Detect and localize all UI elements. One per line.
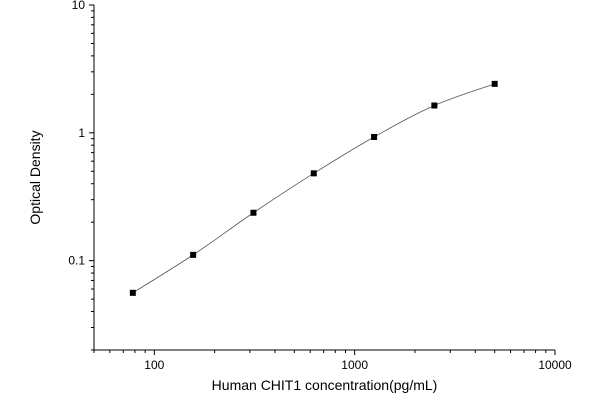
data-point-marker [310,170,317,177]
data-point-marker [250,209,257,216]
fit-curve-line [132,83,495,294]
data-point-marker [431,102,438,109]
x-axis-title: Human CHIT1 concentration(pg/mL) [212,377,438,393]
y-tick-label: 1 [78,126,85,140]
plot-area: 100 1000 10000 0.1 1 10 [68,0,572,372]
data-point-marker [129,289,136,296]
x-tick-label: 10000 [538,358,572,372]
data-markers [129,80,498,296]
y-axis-title: Optical Density [27,130,43,224]
x-tick-label: 100 [144,358,164,372]
x-axis-ticks: 100 1000 10000 [93,350,572,372]
data-point-marker [371,133,378,140]
data-point-marker [491,80,498,87]
x-tick-label: 1000 [341,358,368,372]
y-tick-label: 0.1 [68,254,85,268]
data-point-marker [190,251,197,258]
y-axis-ticks: 0.1 1 10 [68,0,94,351]
y-tick-label: 10 [72,0,86,12]
